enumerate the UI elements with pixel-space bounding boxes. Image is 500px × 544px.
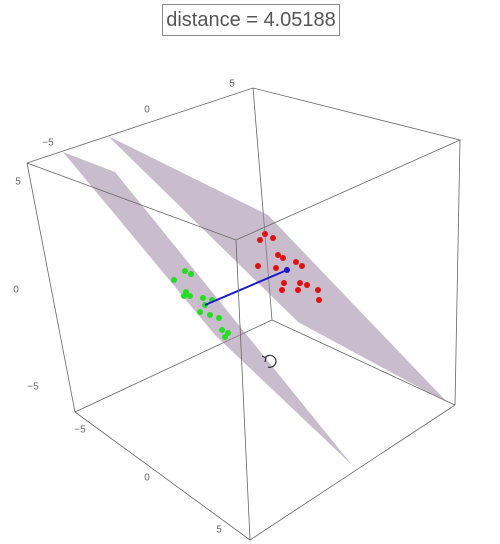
box-front [26,87,462,541]
tick-label: −5 [27,382,39,393]
plane-1 [63,152,352,465]
tick-label: 0 [144,105,150,116]
distance-label: distance = 4.05188 [162,4,340,36]
rotate-cursor [261,354,277,368]
tick-label: 0 [144,473,150,484]
green-points [171,268,231,340]
tick-label: 5 [229,79,235,90]
tick-label: −5 [42,138,54,149]
tick-label: −5 [74,425,86,436]
distance-line [204,269,288,306]
red-points [255,231,322,303]
tick-label: 5 [15,177,21,188]
nearest-point [284,267,290,273]
tick-label: 5 [216,525,222,536]
tick-label: 0 [13,285,19,296]
